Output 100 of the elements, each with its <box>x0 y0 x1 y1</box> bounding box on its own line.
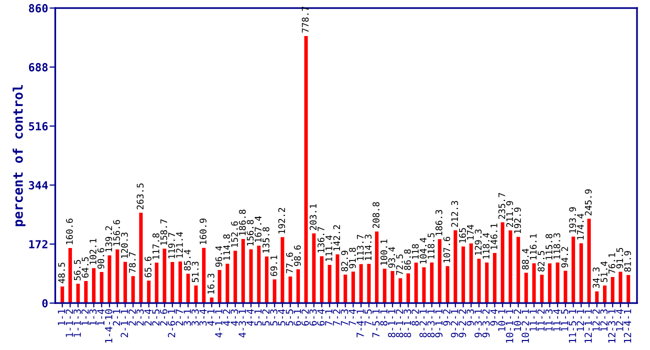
x-tick-label: 7-4-1 <box>356 309 364 338</box>
bar <box>296 269 300 304</box>
x-tick-label: 11-5 <box>561 309 568 331</box>
data-label: 85.4 <box>184 250 191 270</box>
data-label: 107.6 <box>443 236 450 262</box>
bar <box>477 258 481 304</box>
data-label: 65.6 <box>144 256 152 278</box>
data-label: 156.8 <box>246 220 254 246</box>
data-label: 118.5 <box>428 233 434 259</box>
bar <box>241 239 245 304</box>
bar <box>414 262 418 304</box>
data-label: 211.9 <box>506 201 514 227</box>
bar <box>162 248 166 304</box>
x-tick-label: 8-1 <box>380 309 388 326</box>
data-label: 104.4 <box>420 238 427 264</box>
y-tick-label: 516 <box>29 122 48 130</box>
data-label: 118.3 <box>553 233 560 259</box>
x-tick-label: 5-3 <box>270 309 278 326</box>
x-tick-label: 9-3 <box>466 309 474 326</box>
bar <box>524 272 528 304</box>
data-label: 152.6 <box>231 221 238 247</box>
bar <box>272 279 276 304</box>
bar <box>485 262 489 304</box>
x-tick-label: 10-2-1 <box>522 309 529 343</box>
bar <box>351 272 355 304</box>
bar <box>249 249 253 304</box>
data-label: 81.9 <box>624 251 631 272</box>
data-label: 114.8 <box>223 234 230 260</box>
x-tick-label: 6-2 <box>302 309 309 326</box>
bar <box>154 262 158 304</box>
x-tick-label: 11-1 <box>530 309 537 331</box>
data-label: 139.2 <box>105 226 112 252</box>
bar <box>398 278 402 304</box>
x-tick-label: 1-1-3 <box>74 309 81 337</box>
bar <box>422 267 426 304</box>
data-label: 136.7 <box>318 226 324 252</box>
x-tick-label: 12-3-1 <box>608 309 616 343</box>
x-tick-label: 12-3 <box>600 309 608 331</box>
bar <box>312 233 316 304</box>
data-label: 167.4 <box>254 216 262 242</box>
bar <box>139 212 143 304</box>
bar <box>320 256 324 304</box>
x-tick-label: 1-4 <box>97 309 104 326</box>
data-label: 203.1 <box>310 204 317 230</box>
x-tick-label: 2-2 <box>128 309 136 326</box>
x-tick-label: 9-2 <box>443 309 450 326</box>
x-tick-label: 7-1 <box>325 309 332 326</box>
data-label: 119.7 <box>168 232 176 258</box>
x-tick-label: 7-3 <box>340 309 348 326</box>
x-tick-label: 2-7 <box>176 309 183 326</box>
data-label: 98.6 <box>294 245 301 266</box>
x-tick-label: 5-1 <box>254 309 262 326</box>
x-tick-label: 8-2 <box>412 309 419 326</box>
data-label: 82.9 <box>341 250 348 272</box>
x-tick-label: 4-4 <box>246 309 254 326</box>
bar <box>92 268 96 304</box>
data-label: 96.4 <box>215 246 222 267</box>
bar <box>116 249 120 304</box>
bar <box>367 264 371 304</box>
bar <box>406 273 410 304</box>
x-tick-label: 4-3 <box>230 309 238 326</box>
data-label: 86.8 <box>404 249 411 270</box>
bar <box>178 261 182 304</box>
x-tick-label: 8-1-2 <box>396 309 404 338</box>
x-tick-label: 11-2 <box>537 309 545 331</box>
x-tick-label: 9-3-1 <box>474 309 482 338</box>
data-label: 78.7 <box>128 252 136 273</box>
bar <box>508 230 512 304</box>
data-label: 129.3 <box>474 230 482 255</box>
data-label: 120.3 <box>121 232 128 258</box>
y-axis-title: percent of control <box>12 84 26 226</box>
x-tick-label: 3-1 <box>184 309 191 326</box>
x-tick-label: 5-4 <box>278 309 286 326</box>
bar <box>257 246 261 304</box>
bar <box>579 243 583 304</box>
x-tick-label: 7-4 <box>348 309 356 326</box>
bar <box>60 286 64 304</box>
bar <box>336 254 340 304</box>
bar <box>84 280 88 304</box>
x-tick-label: 12-4 <box>616 309 624 331</box>
bar <box>587 218 591 304</box>
data-label: 245.9 <box>584 189 592 216</box>
bar <box>234 250 238 304</box>
x-tick-label: 9-2-2 <box>458 309 466 338</box>
data-label: 77.6 <box>286 252 293 274</box>
data-label: 186.3 <box>435 210 442 236</box>
y-tick-label: 344 <box>28 181 48 190</box>
bar <box>382 268 386 304</box>
x-tick-label: 4-2 <box>222 309 230 326</box>
bar <box>390 271 394 304</box>
x-tick-label: 12-2 <box>592 309 600 331</box>
x-tick-label: 2-5 <box>152 309 160 326</box>
data-label: 263.5 <box>136 184 144 210</box>
bar <box>438 239 442 304</box>
data-label: 114.3 <box>364 234 372 260</box>
x-tick-label: 7-5-1 <box>372 309 380 338</box>
x-tick-label: 6-3 <box>309 309 317 326</box>
y-tick-label: 688 <box>28 63 48 72</box>
data-label: 160.6 <box>66 218 73 244</box>
data-label: 56.5 <box>74 260 81 280</box>
